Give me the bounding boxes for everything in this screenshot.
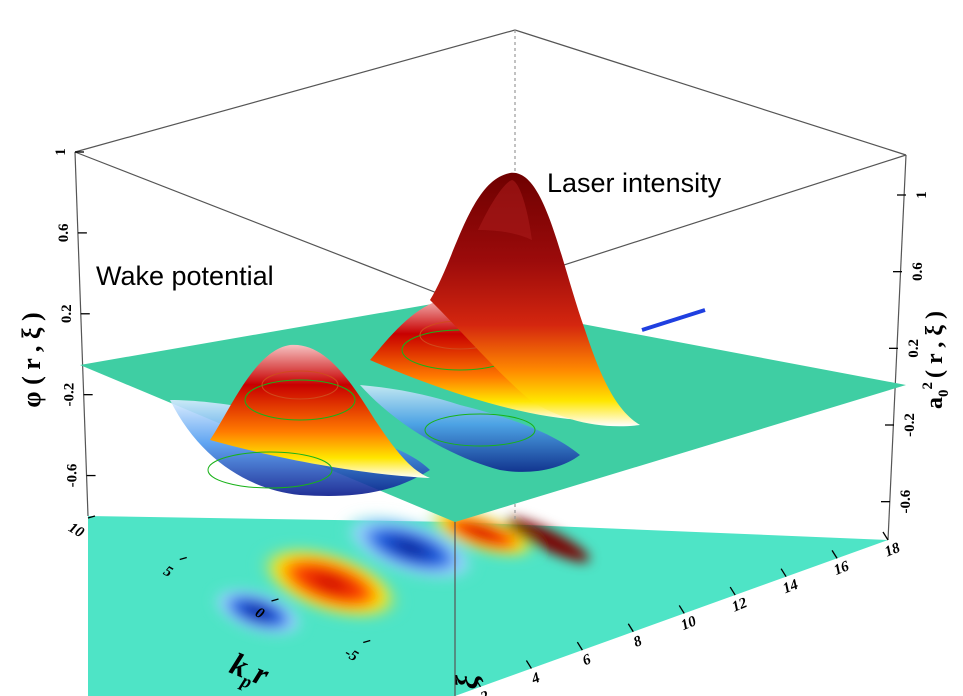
x-tick-mark — [474, 678, 482, 688]
wake-hump-front — [210, 344, 430, 478]
floor-blue-blob-1 — [340, 513, 480, 583]
z-tick-left-label: -0.6 — [65, 463, 81, 487]
wake-trough-1 — [360, 385, 580, 472]
z-label-right-tail: ( r , ξ ) — [922, 311, 948, 378]
y-tick-mark — [363, 639, 371, 644]
x-tick-label: 4 — [529, 670, 543, 688]
x-ticks: 2 4 6 8 10 12 14 16 18 — [474, 531, 903, 696]
x-tick-label: 8 — [631, 633, 644, 651]
x-tick-mark — [678, 605, 685, 614]
floor-blue-blob-2 — [209, 585, 307, 639]
z-tick-left-label: -0.2 — [62, 383, 78, 407]
laser-peak-highlight — [478, 180, 532, 240]
floor-red-blob-1 — [255, 543, 405, 623]
z-label-right-sup: 2 — [920, 382, 936, 390]
x-tick-mark — [627, 623, 634, 633]
z-ticks-right: 1 0.6 0.2 -0.2 -0.6 — [881, 191, 930, 514]
x-tick-mark — [576, 641, 583, 651]
y-tick-mark — [87, 515, 96, 519]
x-tick-mark — [729, 586, 736, 596]
wake-surface — [80, 296, 906, 522]
x-tick-mark — [525, 660, 532, 669]
z-tick-right-label: 0.2 — [906, 339, 922, 358]
x-tick-label: 16 — [832, 558, 852, 579]
x-tick-label: 18 — [883, 540, 903, 561]
y-tick-mark — [179, 556, 187, 561]
z-tick-right-label: -0.2 — [902, 413, 918, 437]
x-tick-label: 6 — [580, 651, 593, 669]
x-tick-label: 12 — [730, 595, 750, 616]
floor-projection — [88, 506, 888, 696]
z-tick-left-label: 0.6 — [56, 223, 72, 242]
laser-peak — [430, 172, 640, 427]
y-tick-mark — [271, 598, 279, 602]
x-tick-label: 14 — [781, 577, 801, 598]
annotation-wake: Wake potential — [96, 261, 274, 291]
z-axis-label-right: a02 ( r , ξ ) — [920, 311, 952, 409]
z-label-right-base: a — [922, 397, 948, 409]
x-tick-mark — [831, 550, 838, 559]
z-ticks-left: 1 0.6 0.2 -0.2 -0.6 — [53, 148, 96, 487]
x-tick-label: 10 — [679, 613, 699, 634]
y-tick-label: 10 — [66, 520, 87, 542]
laser-axis-marker — [641, 308, 706, 332]
x-axis-label: ξ — [449, 674, 485, 689]
x-tick-mark — [780, 568, 787, 578]
z-tick-right-label: 1 — [914, 191, 930, 199]
z-tick-right-label: -0.6 — [898, 489, 914, 513]
z-label-right-sub: 0 — [936, 389, 952, 397]
annotation-laser: Laser intensity — [547, 168, 722, 198]
x-tick-label: 2 — [478, 688, 492, 696]
floor-laser-shadow — [506, 517, 590, 563]
z-tick-left-label: 0.2 — [59, 304, 75, 323]
z-axis-label-left: φ ( r , ξ ) — [17, 312, 46, 407]
x-tick-mark — [882, 531, 889, 541]
z-tick-left-label: 1 — [53, 148, 69, 156]
z-tick-right-label: 0.6 — [910, 262, 926, 281]
laser-surface — [430, 172, 706, 427]
